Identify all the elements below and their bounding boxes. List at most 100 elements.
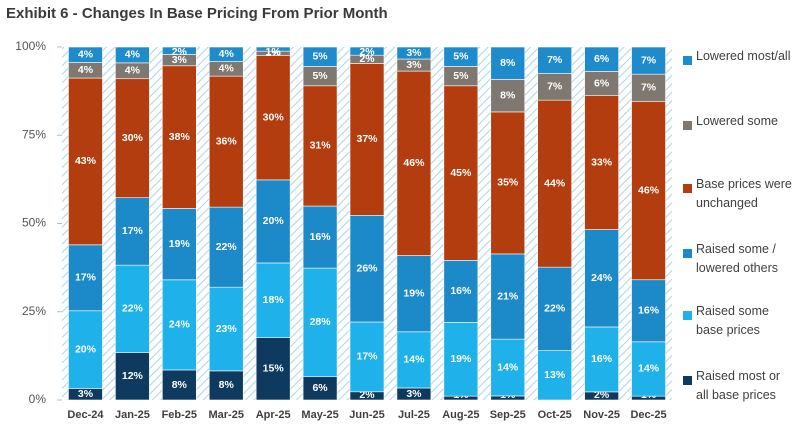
- bar-segment: [162, 279, 197, 371]
- x-tick-label: Mar-25: [208, 409, 243, 421]
- data-label: 15%: [263, 363, 285, 375]
- x-tick-label: Sep-25: [490, 409, 526, 421]
- bar-segment: [115, 78, 150, 199]
- data-label: 2%: [359, 46, 375, 58]
- legend-label: Base prices were unchanged: [696, 177, 792, 210]
- bar-segment: [443, 322, 479, 397]
- data-label: 4%: [125, 65, 141, 77]
- data-label: 14%: [403, 354, 425, 366]
- data-label: 4%: [78, 64, 94, 76]
- bar-segment: [490, 111, 526, 255]
- data-label: 13%: [544, 369, 566, 381]
- bar-segment: [537, 350, 572, 401]
- data-label: 19%: [169, 238, 191, 250]
- data-label: 46%: [403, 157, 425, 169]
- bar-segment: [396, 331, 432, 389]
- data-label: 12%: [122, 370, 144, 382]
- bar-segment: [68, 46, 103, 63]
- data-label: 4%: [219, 63, 235, 75]
- bar-segment: [490, 253, 526, 340]
- bar-segment: [208, 206, 244, 288]
- bar-segment: [490, 46, 526, 80]
- data-label: 3%: [406, 388, 422, 400]
- data-label: 4%: [125, 49, 141, 61]
- bar-segment: [349, 214, 385, 323]
- legend-swatch: [683, 311, 692, 320]
- data-label: 2%: [172, 46, 188, 58]
- bar-segment: [349, 46, 385, 56]
- data-label: 3%: [406, 59, 422, 71]
- bar-segment: [631, 101, 666, 281]
- y-tick-label: 100%: [15, 39, 46, 53]
- bar-segment: [162, 65, 197, 209]
- x-tick-label: May-25: [301, 409, 338, 421]
- bar-segment: [349, 63, 385, 216]
- data-label: 26%: [356, 262, 378, 274]
- data-label: 8%: [219, 379, 235, 391]
- bar-segment: [584, 46, 619, 72]
- data-label: 4%: [78, 49, 94, 61]
- bar-segment: [584, 229, 619, 328]
- data-label: 6%: [594, 53, 610, 65]
- data-label: 3%: [406, 47, 422, 59]
- x-tick-label: Apr-25: [256, 409, 291, 421]
- bar-segment: [631, 341, 666, 397]
- data-label: 5%: [453, 50, 469, 62]
- data-label: 7%: [547, 81, 563, 93]
- data-label: 17%: [75, 272, 97, 284]
- legend-swatch: [683, 249, 692, 258]
- bar-segment: [255, 46, 291, 52]
- legend-swatch: [683, 376, 692, 385]
- data-label: 46%: [638, 184, 660, 196]
- data-label: 33%: [591, 156, 613, 168]
- data-label: 2%: [359, 53, 375, 65]
- data-label: 28%: [310, 316, 332, 328]
- data-label: 6%: [312, 382, 328, 394]
- bar-segment: [115, 197, 150, 266]
- data-label: 5%: [312, 50, 328, 62]
- data-label: 22%: [544, 303, 566, 315]
- y-tick-label: 75%: [22, 127, 46, 141]
- data-label: 16%: [310, 231, 332, 243]
- bar-segment: [537, 73, 572, 101]
- data-label: 16%: [450, 285, 472, 297]
- data-label: 4%: [219, 48, 235, 60]
- x-tick-label: Oct-25: [538, 409, 572, 421]
- bar-segment: [68, 310, 103, 389]
- legend-swatch: [683, 184, 692, 193]
- bar-segment: [490, 338, 526, 397]
- bar-segment: [162, 208, 197, 281]
- data-label: 44%: [544, 177, 566, 189]
- data-label: 30%: [263, 111, 285, 123]
- bar-segment: [396, 70, 432, 256]
- bar-segment: [443, 85, 479, 261]
- data-label: 19%: [403, 287, 425, 299]
- bar-segment: [396, 255, 432, 333]
- bar-segment: [68, 244, 103, 312]
- bar-segment: [584, 95, 619, 230]
- data-label: 37%: [356, 133, 378, 145]
- data-label: 17%: [122, 225, 144, 237]
- data-label: 8%: [172, 379, 188, 391]
- data-label: 20%: [75, 343, 97, 355]
- data-label: 3%: [78, 388, 94, 400]
- bar-segment: [302, 85, 338, 207]
- bar-segment: [208, 46, 244, 62]
- x-tick-label: Nov-25: [583, 409, 620, 421]
- bar-segment: [537, 46, 572, 74]
- data-label: 20%: [263, 215, 285, 227]
- legend-label: Lowered most/all: [696, 49, 791, 63]
- chart-title: Exhibit 6 - Changes In Base Pricing From…: [6, 5, 388, 22]
- bar-segment: [302, 267, 338, 378]
- x-tick-label: Dec-24: [67, 409, 104, 421]
- x-tick-label: Dec-25: [630, 409, 666, 421]
- x-tick-label: Jan-25: [115, 409, 150, 421]
- bar-segment: [255, 55, 291, 181]
- data-label: 8%: [500, 57, 516, 69]
- data-label: 7%: [641, 82, 657, 94]
- data-label: 5%: [453, 70, 469, 82]
- bar-segment: [443, 46, 479, 67]
- data-label: 6%: [594, 77, 610, 89]
